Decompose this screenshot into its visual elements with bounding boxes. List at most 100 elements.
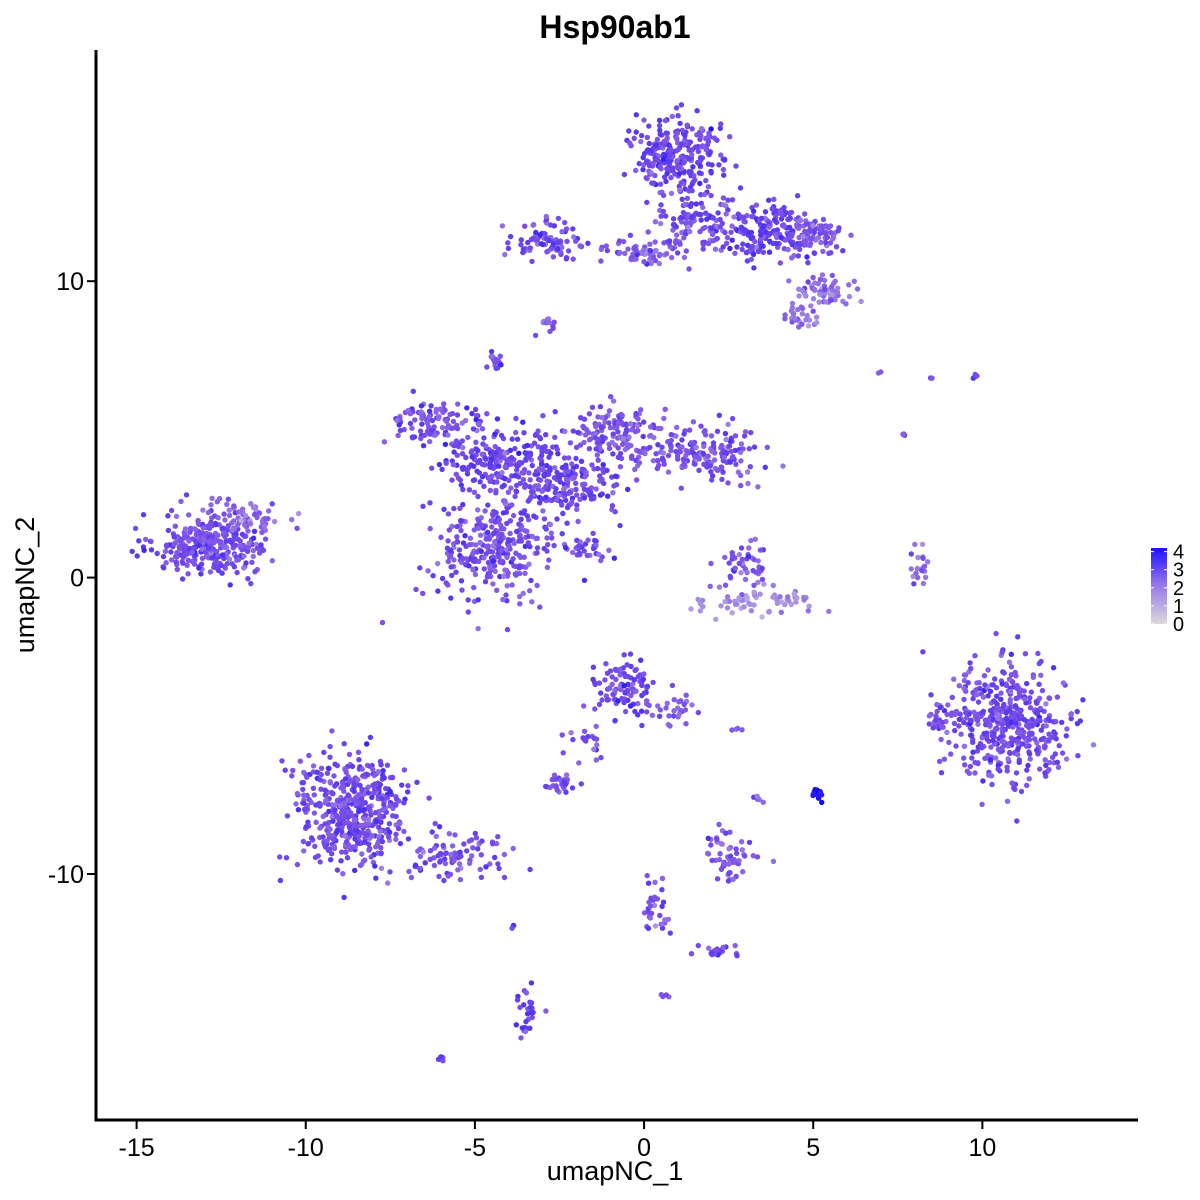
data-point — [777, 260, 783, 266]
x-axis-ticks: -15 -10 -5 0 5 10 — [119, 1120, 996, 1162]
data-point — [683, 219, 689, 226]
data-point — [693, 201, 699, 207]
data-point — [726, 846, 732, 852]
data-point — [435, 588, 441, 594]
data-point — [593, 486, 599, 492]
data-point — [303, 824, 309, 830]
data-point — [627, 421, 634, 427]
data-point — [498, 432, 505, 439]
data-point — [967, 763, 974, 770]
data-point — [677, 120, 683, 127]
data-point — [778, 609, 784, 615]
data-point — [913, 570, 919, 576]
data-point — [961, 755, 967, 761]
data-point — [708, 192, 714, 199]
data-point — [521, 508, 528, 514]
data-point — [749, 213, 755, 220]
data-point — [378, 845, 384, 851]
data-point — [1013, 770, 1020, 776]
data-point — [165, 513, 171, 519]
data-point — [532, 332, 539, 339]
data-point — [543, 783, 549, 790]
data-point — [681, 431, 687, 437]
data-point — [968, 732, 975, 739]
data-point — [460, 466, 466, 472]
data-point — [227, 582, 233, 588]
data-point — [667, 930, 673, 936]
data-point — [489, 353, 495, 360]
data-point — [617, 464, 624, 470]
data-point — [854, 286, 861, 292]
data-point — [225, 523, 232, 529]
data-point — [665, 469, 672, 475]
data-point — [501, 874, 508, 881]
data-point — [946, 739, 952, 746]
data-point — [558, 472, 564, 478]
data-point — [663, 705, 669, 711]
data-point — [610, 398, 617, 404]
data-point — [759, 565, 765, 571]
data-point — [1037, 718, 1043, 724]
data-point — [509, 925, 515, 931]
data-point — [632, 466, 638, 473]
colorbar-label: 4 — [1173, 542, 1184, 564]
data-point — [1080, 697, 1086, 703]
data-point — [420, 443, 427, 449]
data-point — [745, 242, 751, 248]
data-point — [678, 141, 685, 147]
data-point — [661, 240, 667, 246]
data-point — [1038, 727, 1045, 733]
data-point — [930, 725, 936, 731]
data-point — [757, 547, 764, 553]
data-point — [650, 160, 656, 167]
data-point — [621, 683, 627, 689]
data-point — [981, 673, 988, 679]
data-point — [492, 359, 498, 365]
data-point — [397, 820, 403, 827]
data-point — [352, 844, 358, 850]
data-point — [747, 601, 753, 607]
data-point — [834, 289, 841, 295]
data-point — [339, 849, 345, 855]
data-point — [647, 915, 653, 921]
data-point — [974, 373, 980, 379]
data-point — [634, 477, 640, 483]
data-point — [1036, 681, 1042, 687]
data-point — [1038, 658, 1044, 665]
data-point — [518, 516, 524, 522]
data-point — [999, 729, 1006, 735]
data-point — [1001, 670, 1007, 676]
data-point — [479, 451, 485, 457]
data-point — [534, 545, 541, 551]
data-point — [689, 151, 695, 158]
data-point — [800, 233, 806, 240]
data-point — [676, 699, 682, 705]
data-point — [369, 794, 375, 800]
data-point — [810, 274, 816, 281]
data-point — [470, 477, 477, 483]
data-point — [413, 586, 419, 593]
data-point — [644, 199, 650, 206]
data-point — [823, 299, 829, 305]
data-point — [661, 461, 667, 467]
data-point — [665, 158, 671, 165]
data-point — [980, 708, 987, 715]
data-point — [234, 569, 240, 576]
data-point — [640, 676, 646, 683]
data-point — [771, 196, 777, 202]
data-point — [568, 730, 574, 736]
data-point — [575, 518, 581, 525]
data-point — [622, 250, 628, 257]
data-point — [786, 235, 792, 241]
data-point — [666, 153, 673, 159]
data-point — [494, 416, 501, 422]
data-point — [605, 493, 611, 499]
data-point — [1021, 688, 1027, 694]
data-point — [709, 473, 716, 479]
data-point — [578, 458, 585, 464]
data-point — [683, 721, 689, 727]
data-point — [330, 818, 336, 824]
data-point — [766, 197, 772, 203]
data-point — [451, 557, 457, 563]
data-point — [478, 548, 484, 554]
